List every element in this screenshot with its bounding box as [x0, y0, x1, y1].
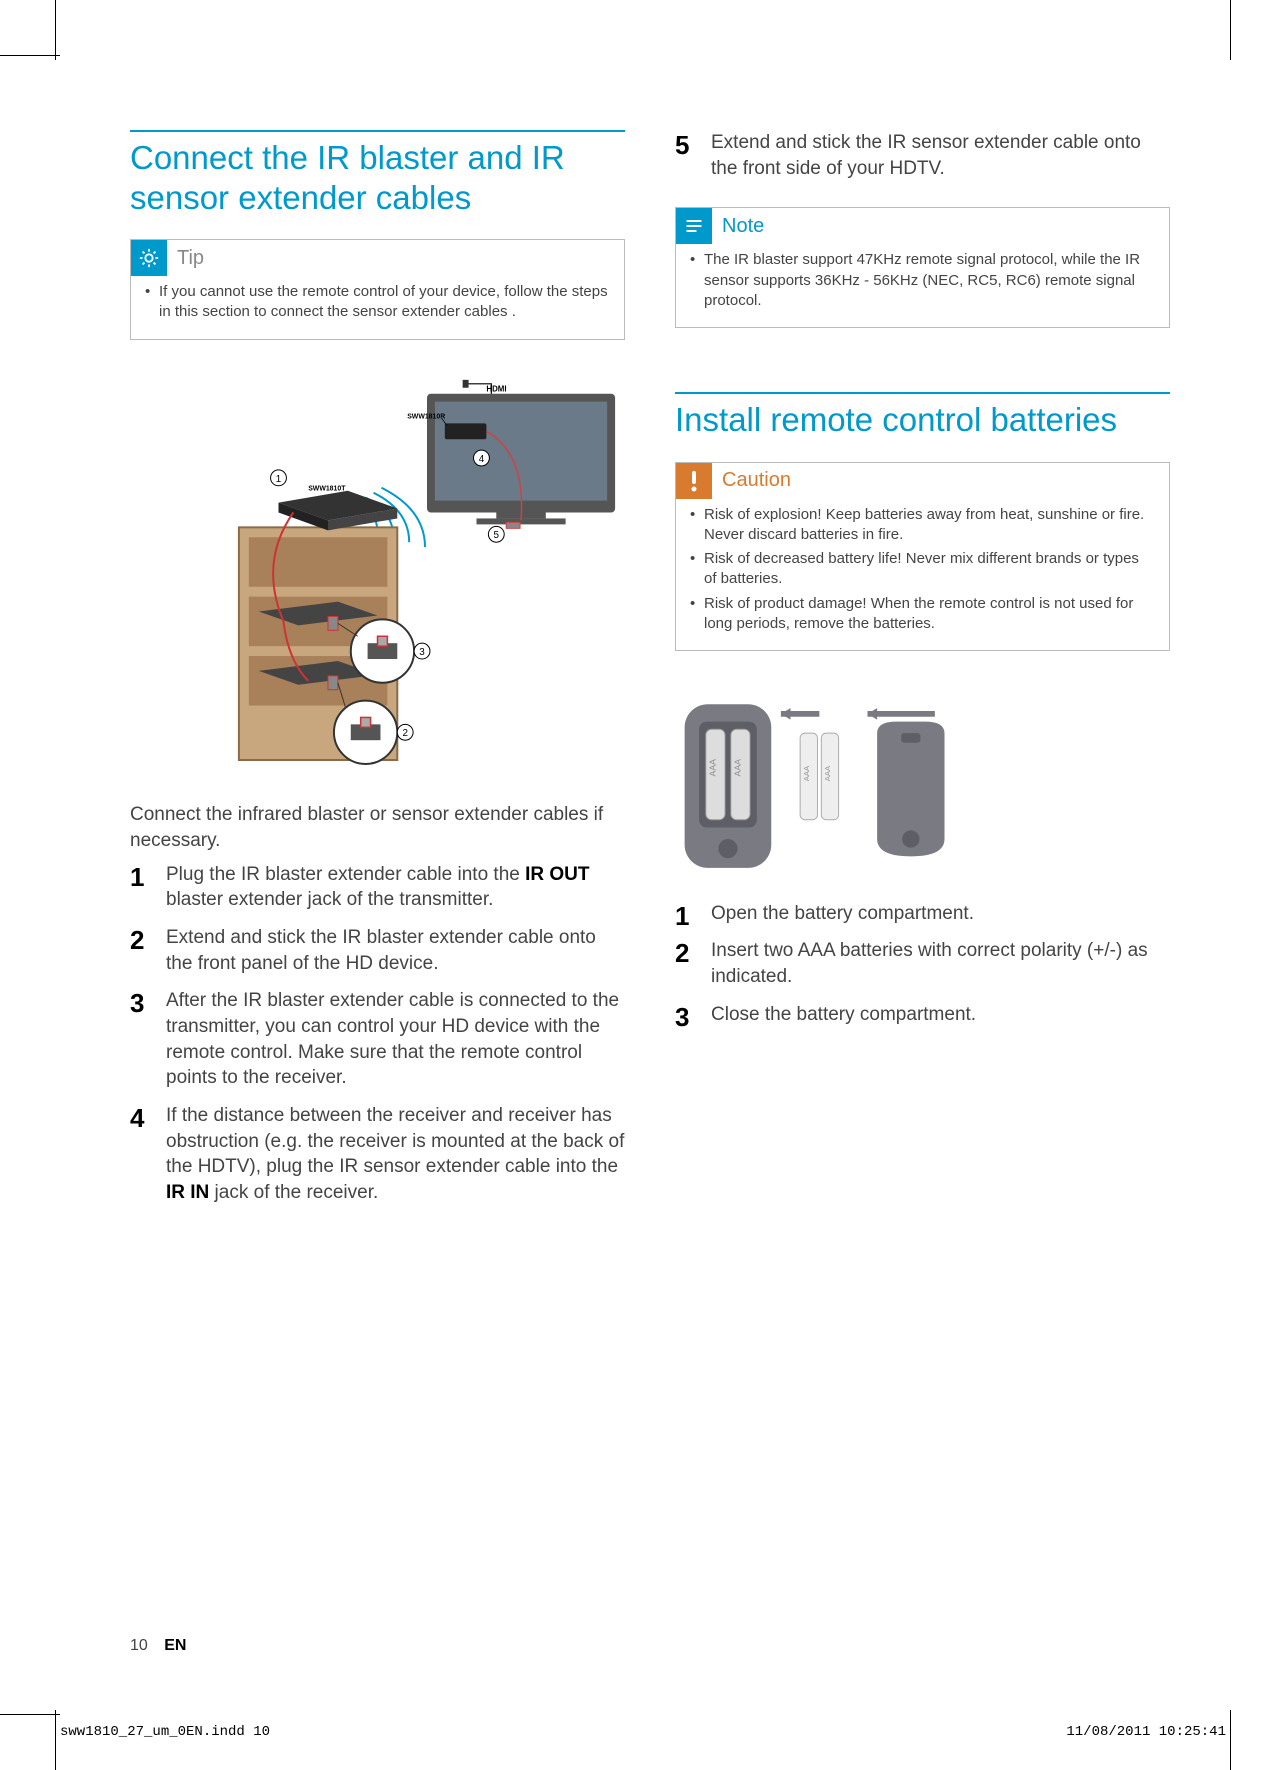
svg-text:1: 1	[276, 473, 282, 484]
heading-batteries: Install remote control batteries	[675, 392, 1170, 440]
caution-item-1: Risk of explosion! Keep batteries away f…	[690, 505, 1155, 546]
note-label: Note	[722, 215, 764, 238]
svg-text:5: 5	[494, 530, 500, 541]
svg-text:SWW1810R: SWW1810R	[407, 413, 445, 420]
page-footer: 10 EN	[130, 1637, 186, 1655]
tip-text: If you cannot use the remote control of …	[145, 282, 610, 323]
battery-step-2: Insert two AAA batteries with correct po…	[675, 938, 1170, 989]
indesign-slug: sww1810_27_um_0EN.indd 10 11/08/2011 10:…	[60, 1724, 1226, 1740]
page-lang: EN	[164, 1637, 186, 1654]
battery-steps: Open the battery compartment. Insert two…	[675, 901, 1170, 1040]
svg-text:3: 3	[419, 647, 425, 658]
caution-icon	[676, 463, 712, 499]
note-text: The IR blaster support 47KHz remote sign…	[690, 250, 1155, 311]
ir-step-5: Extend and stick the IR sensor extender …	[675, 130, 1170, 181]
battery-step-1: Open the battery compartment.	[675, 901, 1170, 927]
svg-text:AAA: AAA	[732, 759, 742, 777]
svg-text:2: 2	[402, 728, 408, 739]
page-content: Connect the IR blaster and IR sensor ext…	[130, 130, 1170, 1630]
ir-step-4: If the distance between the receiver and…	[130, 1103, 625, 1206]
ir-step-2: Extend and stick the IR blaster extender…	[130, 925, 625, 976]
caution-box: Caution Risk of explosion! Keep batterie…	[675, 462, 1170, 652]
ir-steps: Plug the IR blaster extender cable into …	[130, 862, 625, 1218]
caution-label: Caution	[722, 469, 791, 492]
tip-label: Tip	[177, 247, 204, 270]
caution-item-2: Risk of decreased battery life! Never mi…	[690, 549, 1155, 590]
indd-file: sww1810_27_um_0EN.indd 10	[60, 1724, 270, 1740]
svg-text:SWW1810T: SWW1810T	[308, 485, 346, 492]
svg-text:AAA: AAA	[802, 765, 811, 781]
left-column: Connect the IR blaster and IR sensor ext…	[130, 130, 625, 1630]
svg-text:AAA: AAA	[707, 759, 717, 777]
battery-step-3: Close the battery compartment.	[675, 1002, 1170, 1028]
tip-icon	[131, 240, 167, 276]
ir-intro-text: Connect the infrared blaster or sensor e…	[130, 802, 625, 853]
svg-text:4: 4	[479, 454, 485, 465]
ir-step-1: Plug the IR blaster extender cable into …	[130, 862, 625, 913]
battery-figure: AAA AAA AAA AAA	[675, 685, 1170, 883]
note-box: Note The IR blaster support 47KHz remote…	[675, 207, 1170, 328]
ir-step-5-list: Extend and stick the IR sensor extender …	[675, 130, 1170, 193]
indd-timestamp: 11/08/2011 10:25:41	[1066, 1724, 1226, 1740]
ir-setup-figure: HDMI SWW1810R 4 5	[130, 364, 625, 785]
svg-text:HDMI: HDMI	[486, 384, 506, 393]
heading-ir-cables: Connect the IR blaster and IR sensor ext…	[130, 130, 625, 217]
right-column: Extend and stick the IR sensor extender …	[675, 130, 1170, 1630]
tip-box: Tip If you cannot use the remote control…	[130, 239, 625, 340]
svg-text:AAA: AAA	[823, 765, 832, 781]
note-icon	[676, 208, 712, 244]
page-number: 10	[130, 1637, 148, 1654]
ir-step-3: After the IR blaster extender cable is c…	[130, 988, 625, 1091]
caution-item-3: Risk of product damage! When the remote …	[690, 594, 1155, 635]
